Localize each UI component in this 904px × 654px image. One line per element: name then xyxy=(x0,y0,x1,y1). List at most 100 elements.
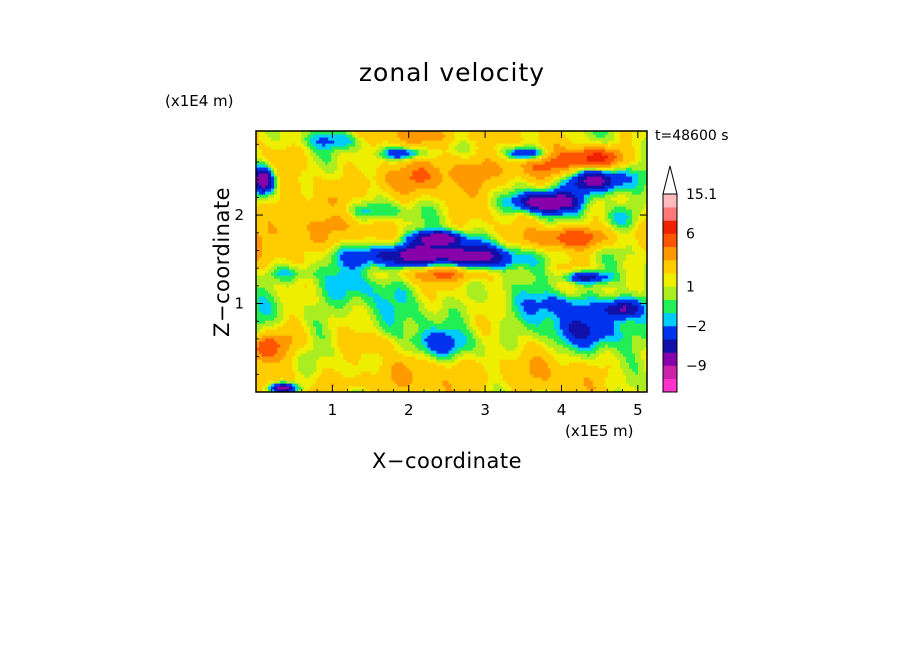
contour-cell xyxy=(610,344,615,348)
contour-cell xyxy=(388,311,392,315)
contour-cell xyxy=(352,293,356,297)
contour-cell xyxy=(607,296,612,300)
contour-cell xyxy=(526,347,531,351)
contour-cell xyxy=(289,341,293,345)
contour-cell xyxy=(274,380,278,384)
contour-cell xyxy=(439,353,444,357)
contour-cell xyxy=(367,353,371,357)
contour-cell xyxy=(301,302,305,306)
contour-cell xyxy=(370,299,374,303)
contour-cell xyxy=(616,335,621,339)
contour-cell xyxy=(484,296,489,300)
contour-cell xyxy=(283,308,287,312)
contour-cell xyxy=(493,332,498,336)
contour-cell xyxy=(496,326,501,330)
contour-cell xyxy=(571,353,576,357)
contour-cell xyxy=(622,314,627,318)
contour-cell xyxy=(274,374,278,378)
contour-cell xyxy=(589,386,594,390)
contour-cell xyxy=(421,356,426,360)
contour-cell xyxy=(310,293,314,297)
contour-cell xyxy=(505,344,510,348)
contour-cell xyxy=(586,338,591,342)
contour-cell xyxy=(268,389,272,392)
contour-cell xyxy=(538,323,543,327)
contour-cell xyxy=(568,338,573,342)
contour-cell xyxy=(496,341,501,345)
contour-cell xyxy=(328,293,332,297)
contour-cell xyxy=(328,359,332,363)
contour-cell xyxy=(373,341,377,345)
contour-cell xyxy=(607,335,612,339)
contour-cell xyxy=(379,335,383,339)
contour-cell xyxy=(343,344,347,348)
contour-cell xyxy=(295,368,299,372)
contour-cell xyxy=(322,314,326,318)
contour-cell xyxy=(490,383,495,387)
contour-cell xyxy=(388,296,392,300)
contour-cell xyxy=(448,341,453,345)
contour-cell xyxy=(289,350,293,354)
contour-cell xyxy=(310,308,314,312)
contour-cell xyxy=(343,386,347,390)
contour-cell xyxy=(472,365,477,369)
contour-cell xyxy=(385,329,389,333)
contour-cell xyxy=(283,302,287,306)
contour-cell xyxy=(583,314,588,318)
contour-cell xyxy=(634,341,639,345)
contour-cell xyxy=(322,305,326,309)
contour-cell xyxy=(319,359,323,363)
contour-cell xyxy=(487,296,492,300)
contour-cell xyxy=(307,377,311,381)
contour-cell xyxy=(520,359,525,363)
contour-cell xyxy=(580,329,585,333)
contour-cell xyxy=(346,353,350,357)
contour-cell xyxy=(571,293,576,297)
contour-cell xyxy=(622,320,627,324)
contour-cell xyxy=(391,311,395,315)
contour-cell xyxy=(421,296,426,300)
contour-cell xyxy=(589,335,594,339)
contour-cell xyxy=(547,371,552,375)
contour-cell xyxy=(370,317,374,321)
contour-cell xyxy=(547,296,552,300)
contour-cell xyxy=(340,353,344,357)
contour-cell xyxy=(271,296,275,300)
contour-cell xyxy=(400,323,404,327)
contour-cell xyxy=(484,329,489,333)
contour-cell xyxy=(586,362,591,366)
contour-cell xyxy=(613,353,618,357)
contour-cell xyxy=(514,293,519,297)
contour-cell xyxy=(634,311,639,315)
contour-cell xyxy=(340,299,344,303)
contour-cell xyxy=(331,320,335,324)
contour-cell xyxy=(400,374,404,378)
contour-cell xyxy=(301,374,305,378)
contour-cell xyxy=(523,380,528,384)
contour-cell xyxy=(604,350,609,354)
contour-cell xyxy=(322,356,326,360)
contour-cell xyxy=(553,341,558,345)
contour-cell xyxy=(610,299,615,303)
contour-cell xyxy=(625,359,630,363)
contour-cell xyxy=(265,359,269,363)
contour-cell xyxy=(448,347,453,351)
contour-cell xyxy=(640,305,645,309)
contour-cell xyxy=(598,371,603,375)
contour-cell xyxy=(298,344,302,348)
contour-cell xyxy=(478,338,483,342)
contour-cell xyxy=(322,350,326,354)
contour-cell xyxy=(436,341,441,345)
contour-cell xyxy=(598,383,603,387)
contour-cell xyxy=(259,362,263,366)
contour-cell xyxy=(457,326,462,330)
contour-cell xyxy=(289,308,293,312)
contour-cell xyxy=(439,332,444,336)
contour-cell xyxy=(376,326,380,330)
contour-cell xyxy=(595,323,600,327)
contour-cell xyxy=(421,344,426,348)
contour-cell xyxy=(535,314,540,318)
contour-cell xyxy=(391,320,395,324)
contour-cell xyxy=(466,299,471,303)
contour-cell xyxy=(631,314,636,318)
